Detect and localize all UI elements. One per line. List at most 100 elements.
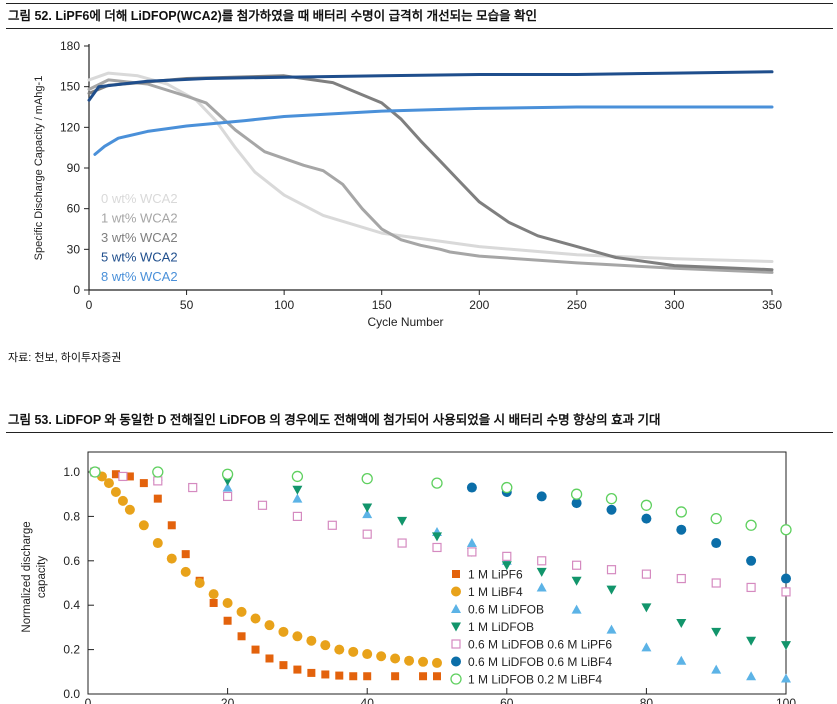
- data-point: [103, 478, 114, 489]
- data-point: [711, 538, 722, 549]
- data-point: [467, 547, 477, 557]
- legend-entry-0-6-m-lidfob-0-6-m-libf4: 0.6 M LiDFOB 0.6 M LiBF4: [468, 655, 612, 669]
- data-point: [265, 654, 274, 663]
- data-point: [397, 516, 408, 526]
- series-1-m-lidfob: [89, 468, 791, 651]
- legend-entry-1-wt-wca2: 1 wt% WCA2: [101, 211, 178, 226]
- x-tick-label: 20: [221, 696, 235, 704]
- data-point: [571, 604, 582, 614]
- title-52-rule: [6, 28, 833, 29]
- series-line-0-wt-wca2: [87, 71, 774, 263]
- data-point: [746, 582, 756, 593]
- data-point: [419, 672, 428, 681]
- data-point: [501, 481, 513, 494]
- data-point: [781, 641, 791, 651]
- data-point: [781, 673, 791, 683]
- x-tick-label: 40: [361, 696, 375, 704]
- chart-53-series: [89, 466, 792, 683]
- data-point: [188, 482, 198, 493]
- data-point: [745, 519, 757, 531]
- y-tick-label: 30: [67, 242, 81, 256]
- legend-entry-5-wt-wca2: 5 wt% WCA2: [101, 250, 178, 265]
- y-tick-label: 120: [60, 120, 80, 134]
- data-point: [676, 655, 687, 665]
- data-point: [223, 491, 233, 502]
- data-point: [167, 521, 176, 530]
- data-point: [335, 671, 344, 680]
- data-point: [251, 645, 260, 654]
- x-tick-label: 100: [776, 696, 796, 704]
- legend-entry-1-m-lidfob: 1 M LiDFOB: [468, 620, 534, 634]
- y-tick-label: 0: [73, 283, 80, 297]
- series-1-m-lipf6: [90, 468, 441, 681]
- data-point: [537, 556, 547, 566]
- figure-53-title: 그림 53. LiDFOP 와 동일한 D 전해질인 LiDFOB 의 경우에도…: [8, 413, 661, 427]
- data-point: [306, 635, 317, 646]
- data-point: [711, 578, 721, 588]
- plot-frame: [87, 451, 787, 695]
- data-point: [781, 587, 791, 597]
- data-point: [780, 524, 792, 536]
- data-point: [391, 672, 400, 681]
- data-point: [404, 655, 415, 666]
- data-point: [570, 488, 583, 500]
- legend-entry-0-wt-wca2: 0 wt% WCA2: [101, 191, 178, 206]
- data-point: [711, 627, 722, 637]
- data-point: [194, 578, 205, 588]
- data-point: [257, 500, 268, 510]
- data-point: [111, 470, 120, 479]
- data-point: [362, 649, 373, 660]
- data-point: [571, 498, 582, 509]
- chart-52-legend: 0 wt% WCA2 1 wt% WCA2 3 wt% WCA2 5 wt% WCA2…: [101, 191, 178, 284]
- x-tick-label: 50: [180, 298, 194, 312]
- data-point: [676, 618, 687, 628]
- y-tick-label: 0.4: [63, 598, 80, 612]
- y-axis-title-line2: capacity: [36, 556, 48, 598]
- legend-marker-1-m-lidfob-0-2-m-libf4: [450, 673, 462, 685]
- data-point: [222, 482, 233, 492]
- data-point: [118, 471, 128, 482]
- legend-marker-0-6-m-lidfob-0-6-m-libf4: [451, 656, 461, 667]
- data-point: [432, 542, 442, 553]
- data-point: [334, 644, 345, 655]
- y-axis-title-line1: Normalized discharge: [21, 521, 33, 632]
- x-tick-label: 300: [664, 298, 684, 312]
- series-1-m-lidfob-0-2-m-libf4: [89, 466, 792, 536]
- x-tick-label: 60: [500, 696, 514, 704]
- data-point: [676, 524, 687, 535]
- data-point: [237, 632, 246, 641]
- data-point: [166, 553, 177, 564]
- data-point: [746, 555, 757, 566]
- series-line-5-wt-wca2: [87, 70, 774, 102]
- data-point: [432, 657, 442, 668]
- data-point: [641, 603, 652, 613]
- legend-marker-0-6-m-lidfob: [451, 604, 461, 613]
- data-point: [153, 494, 162, 503]
- data-point: [433, 672, 441, 681]
- data-point: [397, 538, 407, 548]
- chart-53-axes: 0.0 0.2 0.4 0.6 0.8 1.0 0 20 40 60 80 100 Normalized…: [21, 451, 796, 704]
- top-rule: [6, 3, 833, 4]
- data-point: [536, 491, 547, 502]
- data-point: [501, 561, 512, 571]
- x-tick-label: 200: [469, 298, 489, 312]
- data-point: [278, 626, 289, 637]
- data-point: [138, 520, 149, 531]
- y-tick-label: 60: [67, 202, 81, 216]
- data-point: [536, 582, 547, 592]
- series-0-6-m-lidfob: [89, 467, 791, 683]
- x-tick-label: 100: [274, 298, 294, 312]
- data-point: [139, 479, 148, 488]
- legend-entry-8-wt-wca2: 8 wt% WCA2: [101, 269, 178, 284]
- series-line-8-wt-wca2: [93, 105, 774, 156]
- data-point: [292, 511, 302, 522]
- figure-52-title: 그림 52. LiPF6에 더해 LiDFOP(WCA2)를 첨가하였을 때 배…: [8, 9, 538, 23]
- chart-53-legend: 1 M LiPF6 1 M LiBF4 0.6 M LiDFOB 1 M LiDFOB…: [450, 568, 612, 687]
- x-tick-label: 0: [85, 696, 92, 704]
- data-point: [710, 512, 722, 525]
- series-1-m-libf4: [89, 467, 442, 668]
- data-point: [641, 569, 652, 579]
- data-point: [466, 538, 477, 548]
- data-point: [502, 551, 512, 561]
- y-tick-label: 150: [60, 80, 80, 94]
